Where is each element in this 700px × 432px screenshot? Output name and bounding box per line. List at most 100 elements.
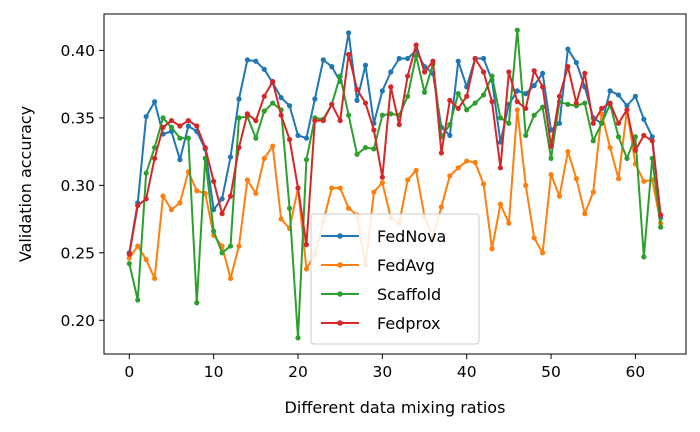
data-point [607, 88, 613, 94]
data-point [472, 100, 478, 106]
data-point [472, 159, 478, 166]
legend-item-scaffold: Scaffold [321, 285, 441, 304]
data-point [396, 55, 402, 62]
y-tick-label: 0.35 [60, 109, 95, 127]
data-point [126, 251, 132, 257]
data-point [565, 149, 571, 155]
data-point [219, 196, 225, 202]
data-point [168, 117, 175, 124]
data-point [362, 100, 369, 106]
data-point [160, 115, 166, 121]
data-point [514, 88, 520, 94]
data-point [624, 103, 630, 109]
data-point [337, 185, 343, 191]
data-point [152, 155, 158, 161]
data-point [135, 202, 141, 209]
data-point [253, 135, 259, 141]
x-tick-label: 40 [457, 363, 477, 381]
data-point [480, 181, 487, 187]
data-point [346, 30, 352, 36]
data-point [244, 177, 250, 183]
data-point [211, 207, 217, 213]
data-point [497, 115, 504, 121]
data-point [337, 117, 343, 124]
data-point [236, 96, 242, 102]
data-point [379, 112, 385, 118]
data-point [312, 96, 318, 102]
data-point [329, 64, 335, 70]
data-point [303, 266, 310, 272]
data-point [632, 134, 638, 140]
data-point [286, 103, 293, 109]
data-point [143, 170, 149, 176]
data-point [447, 97, 453, 103]
data-point [227, 193, 234, 199]
data-point [573, 100, 579, 106]
data-point [464, 93, 470, 99]
data-point [236, 144, 242, 151]
data-point [261, 66, 267, 72]
data-point [354, 97, 360, 103]
data-point [590, 138, 596, 144]
data-point [556, 193, 563, 199]
data-point [227, 275, 234, 282]
data-point [278, 112, 284, 118]
x-tick-label: 30 [372, 363, 392, 381]
x-tick-label: 60 [626, 363, 646, 381]
y-axis-label: Validation accuracy [16, 106, 35, 262]
data-point [649, 138, 655, 144]
data-point [329, 101, 335, 107]
data-point [261, 108, 267, 114]
data-point [514, 99, 520, 105]
data-point [177, 135, 183, 141]
data-point [455, 165, 461, 171]
data-point [194, 123, 200, 129]
data-point [615, 120, 622, 126]
data-point [270, 78, 276, 85]
data-point [632, 93, 638, 99]
data-point [531, 82, 537, 89]
data-point [489, 73, 495, 79]
data-point [455, 105, 461, 112]
legend-item-fedavg: FedAvg [321, 256, 435, 275]
data-point [303, 135, 310, 141]
data-point [244, 57, 250, 63]
data-point [253, 190, 259, 197]
legend-item-fednova: FedNova [321, 227, 446, 246]
legend-swatch-marker [337, 262, 343, 268]
data-point [523, 91, 529, 97]
series-fednova [126, 30, 664, 256]
legend-label: FedAvg [377, 256, 435, 275]
data-point [599, 105, 605, 112]
data-point [599, 120, 605, 126]
data-point [379, 180, 385, 186]
series-scaffold [126, 27, 664, 341]
data-point [497, 201, 504, 207]
x-axis-label: Different data mixing ratios [285, 398, 506, 417]
data-point [641, 132, 647, 139]
data-point [421, 89, 428, 95]
data-point [320, 57, 326, 63]
data-point [219, 211, 225, 217]
data-point [152, 99, 158, 105]
data-point [556, 93, 563, 99]
data-point [236, 243, 242, 249]
data-point [405, 177, 411, 183]
data-point [556, 120, 563, 126]
data-point [388, 69, 394, 75]
data-point [506, 69, 512, 75]
data-point [480, 69, 487, 75]
data-point [413, 167, 419, 174]
x-tick-label: 10 [204, 363, 224, 381]
data-point [455, 58, 461, 64]
x-tick-label: 0 [124, 363, 134, 381]
data-point [464, 107, 470, 113]
data-point [455, 91, 461, 97]
data-point [590, 120, 596, 126]
data-point [615, 92, 622, 98]
data-point [464, 158, 470, 164]
data-point [202, 155, 208, 161]
data-point [531, 112, 537, 118]
series-line-scaffold [128, 29, 662, 339]
data-point [641, 116, 647, 122]
